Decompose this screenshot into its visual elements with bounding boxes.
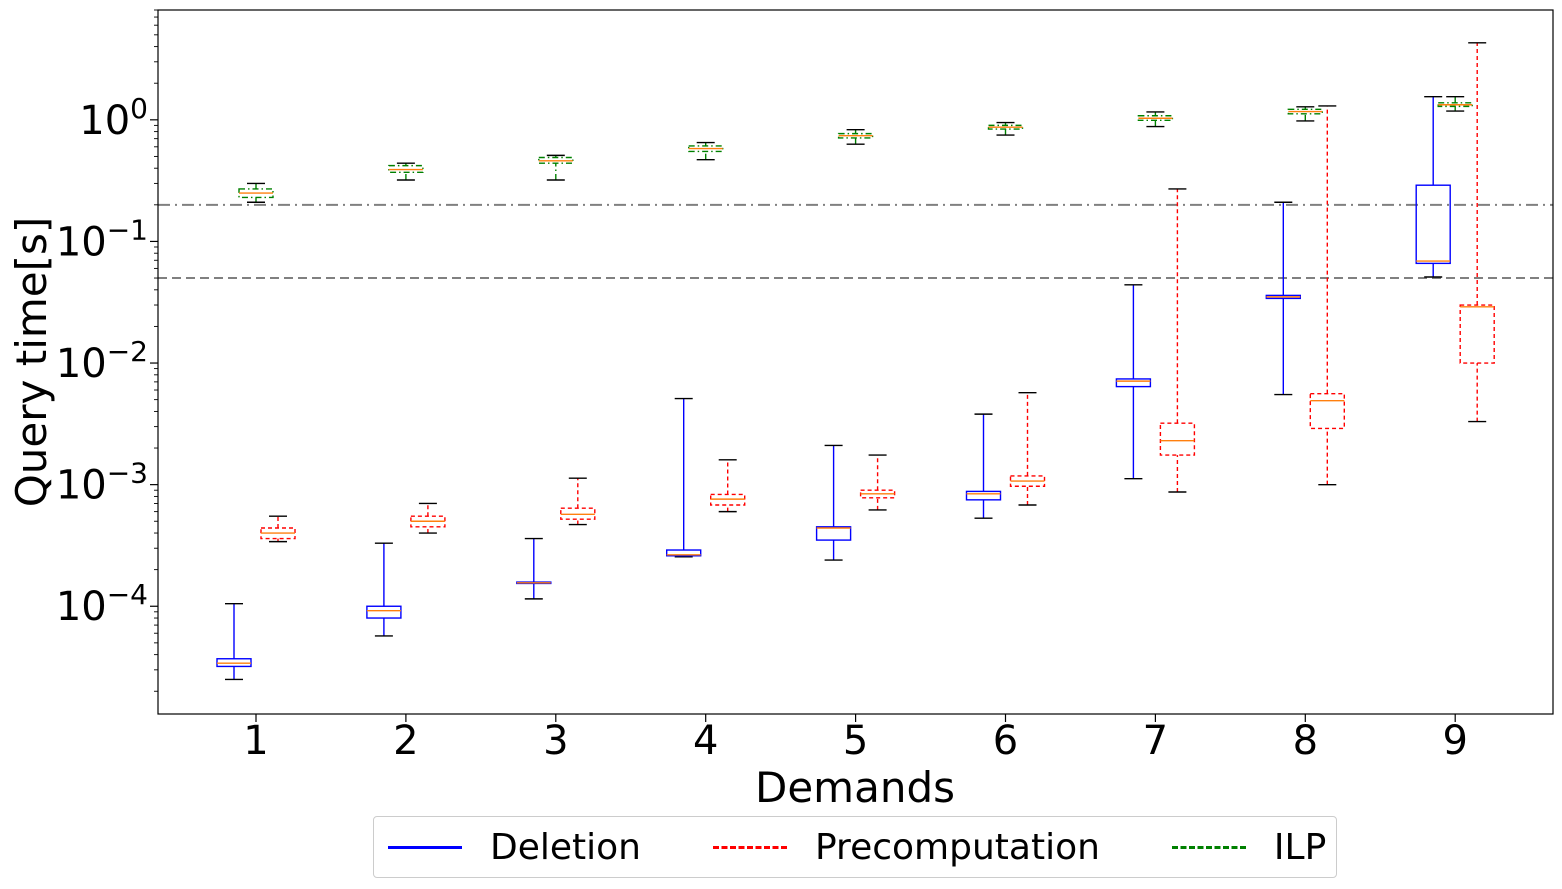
deletion-box-body bbox=[815, 526, 852, 541]
y-tick-label-exponent: −2 bbox=[107, 335, 148, 368]
deletion-box-body bbox=[666, 549, 702, 557]
y-tick-label: 10−4 bbox=[56, 578, 148, 630]
deletion-box-body bbox=[1415, 184, 1451, 265]
reference-lines bbox=[158, 203, 1553, 280]
y-tick-label-exponent: −1 bbox=[107, 213, 148, 246]
ilp-box-4 bbox=[688, 141, 724, 161]
x-tick-label: 2 bbox=[393, 718, 418, 764]
x-tick-label: 8 bbox=[1293, 718, 1318, 764]
precomputation-box-4 bbox=[710, 459, 746, 513]
precomputation-box-body bbox=[1459, 304, 1495, 364]
y-tick-label-base: 10 bbox=[56, 463, 107, 509]
ilp-box-3 bbox=[538, 154, 574, 181]
legend-swatch-ilp bbox=[1171, 845, 1246, 849]
deletion-box-8 bbox=[1265, 201, 1302, 396]
y-tick-label: 100 bbox=[79, 92, 148, 144]
precomputation-box-9 bbox=[1459, 42, 1495, 423]
y-axis-label: Query time[s] bbox=[7, 217, 56, 508]
deletion-box-3 bbox=[516, 537, 552, 600]
deletion-box-9 bbox=[1415, 95, 1451, 278]
ilp-box-6 bbox=[987, 121, 1024, 136]
deletion-box-6 bbox=[965, 413, 1002, 519]
box-plot-series bbox=[216, 42, 1495, 681]
deletion-box-7 bbox=[1115, 284, 1152, 480]
x-tick-label: 7 bbox=[1143, 718, 1168, 764]
precomputation-box-7 bbox=[1159, 188, 1196, 493]
ilp-box-2 bbox=[388, 162, 424, 181]
precomputation-box-8 bbox=[1309, 105, 1346, 486]
x-axis-label: Demands bbox=[755, 763, 955, 812]
x-axis: 1 2 3 4 5 6 7 8 9 bbox=[243, 714, 1468, 764]
deletion-box-5 bbox=[815, 444, 852, 561]
precomputation-box-body bbox=[1309, 392, 1346, 430]
deletion-box-2 bbox=[366, 542, 402, 637]
x-tick-label: 9 bbox=[1442, 718, 1467, 764]
legend-label-ilp: ILP bbox=[1273, 826, 1327, 868]
legend-swatch-precomputation bbox=[712, 845, 787, 849]
deletion-box-body bbox=[366, 605, 402, 619]
precomputation-box-body bbox=[1159, 422, 1196, 456]
deletion-box-1 bbox=[216, 602, 252, 681]
legend-swatch-deletion bbox=[388, 845, 462, 849]
x-tick-label: 3 bbox=[543, 718, 568, 764]
precomputation-box-body bbox=[710, 493, 746, 506]
precomputation-box-2 bbox=[410, 502, 446, 534]
precomputation-box-body bbox=[410, 515, 446, 528]
legend-item-ilp: ILP bbox=[1171, 826, 1327, 868]
precomputation-box-body bbox=[1009, 475, 1046, 487]
precomputation-box-5 bbox=[859, 454, 896, 511]
ilp-box-body bbox=[238, 188, 274, 199]
legend-item-deletion: Deletion bbox=[388, 827, 641, 868]
deletion-box-body bbox=[965, 490, 1002, 501]
y-tick-label-base: 10 bbox=[56, 584, 107, 630]
legend-label-precomputation: Precomputation bbox=[814, 826, 1100, 868]
ilp-box-7 bbox=[1137, 111, 1174, 128]
precomputation-box-3 bbox=[560, 477, 596, 526]
x-tick-label: 6 bbox=[993, 718, 1018, 764]
y-tick-label: 10−2 bbox=[56, 335, 148, 387]
precomputation-box-body bbox=[260, 527, 296, 540]
y-tick-label-base: 10 bbox=[56, 341, 107, 387]
precomputation-box-1 bbox=[260, 515, 296, 543]
ilp-box-5 bbox=[837, 128, 874, 145]
y-tick-label-exponent: 0 bbox=[130, 92, 148, 125]
x-tick-label: 4 bbox=[693, 718, 718, 764]
legend-item-precomputation: Precomputation bbox=[712, 826, 1100, 868]
ilp-box-8 bbox=[1287, 106, 1324, 122]
y-tick-label: 10−3 bbox=[56, 457, 148, 509]
ilp-box-9 bbox=[1437, 95, 1473, 112]
x-tick-label: 1 bbox=[243, 718, 268, 764]
legend-label-deletion: Deletion bbox=[490, 826, 641, 868]
y-tick-label-exponent: −3 bbox=[107, 457, 148, 490]
y-tick-label-base: 10 bbox=[79, 98, 130, 144]
legend: Deletion Precomputation ILP bbox=[373, 816, 1337, 878]
deletion-box-body bbox=[1115, 378, 1152, 388]
y-tick-label-base: 10 bbox=[56, 219, 107, 265]
y-tick-label: 10−1 bbox=[56, 213, 148, 265]
precomputation-box-6 bbox=[1009, 392, 1046, 506]
ilp-box-1 bbox=[238, 182, 274, 203]
x-tick-label: 5 bbox=[843, 718, 868, 764]
y-tick-label-exponent: −4 bbox=[107, 578, 148, 611]
deletion-box-4 bbox=[666, 397, 702, 558]
